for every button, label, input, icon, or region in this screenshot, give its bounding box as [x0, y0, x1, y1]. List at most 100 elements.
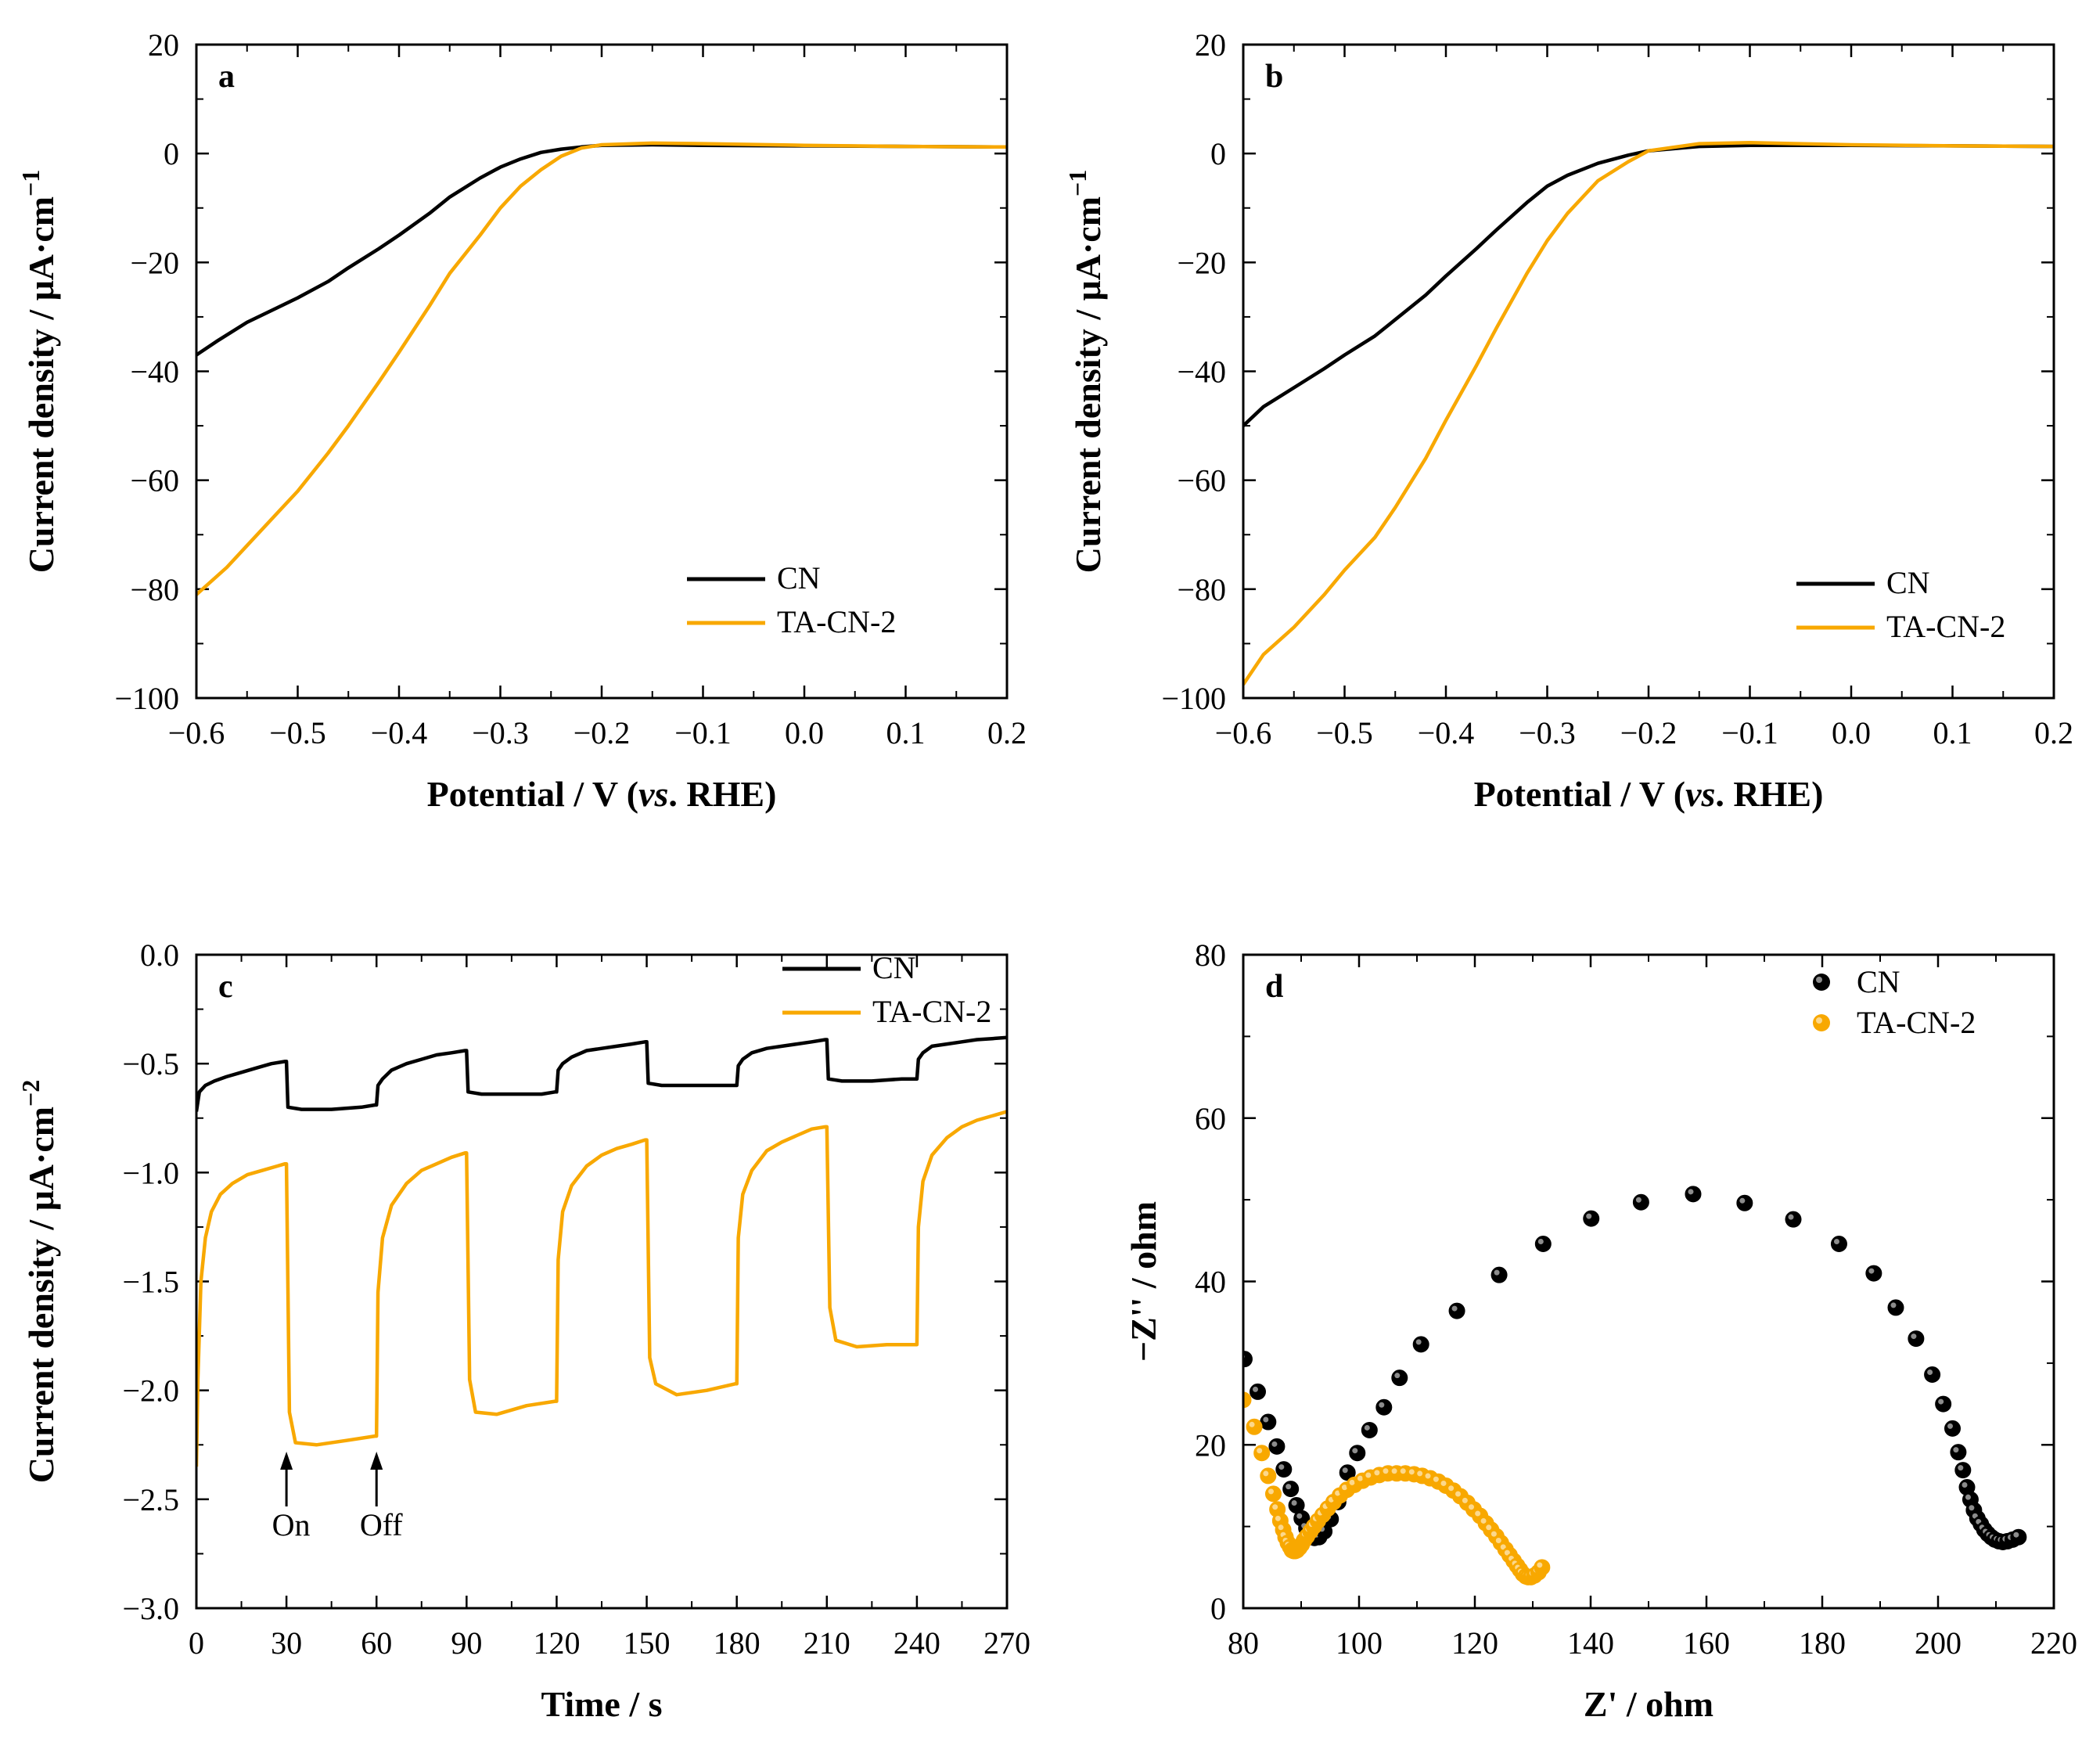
x-axis-title: Potential / V (vs. RHE): [1474, 774, 1824, 814]
data-point: [2010, 1528, 2027, 1546]
data-point: [1944, 1420, 1961, 1437]
y-tick-label: 0.0: [140, 938, 179, 973]
data-point-highlight: [1342, 1467, 1348, 1474]
x-tick-label: −0.2: [574, 715, 631, 750]
data-point-highlight: [1278, 1464, 1285, 1470]
x-tick-label: 0.1: [886, 715, 926, 750]
data-point: [1830, 1235, 1847, 1252]
data-point-highlight: [1408, 1469, 1415, 1475]
series-line-cn: [196, 142, 1007, 357]
legend-marker-highlight: [1816, 1017, 1822, 1024]
legend-item: TA-CN-2: [782, 994, 991, 1029]
data-point-highlight: [1462, 1497, 1468, 1503]
panel-d: 80 100 120 140 160 180 200 220 0 20 40 60 80 d Z' / oh…: [1124, 938, 2077, 1724]
y-axis-title: −Z'' / ohm: [1124, 1201, 1163, 1362]
data-point-highlight: [1969, 1505, 1975, 1511]
data-point-highlight: [1271, 1441, 1278, 1447]
series-line-ta-cn-2: [1243, 141, 2054, 686]
data-point-highlight: [1833, 1238, 1839, 1244]
x-tick-label: 100: [1336, 1625, 1383, 1661]
x-tick-label: −0.3: [1519, 715, 1576, 750]
x-tick-label: −0.2: [1620, 715, 1677, 750]
legend-label: TA-CN-2: [1886, 609, 2005, 644]
y-axis-title-main: Current density / μA·cm: [21, 1107, 61, 1483]
x-axis-title-main: Potential / V (: [1474, 774, 1685, 814]
data-point-highlight: [1440, 1480, 1447, 1486]
data-point-highlight: [1480, 1517, 1487, 1524]
y-tick-label: −1.5: [122, 1265, 179, 1300]
data-point-highlight: [1268, 1488, 1274, 1495]
data-point: [1246, 1418, 1263, 1435]
data-point: [1268, 1438, 1286, 1455]
x-tick-label: −0.1: [674, 715, 732, 750]
series-points-ta-cn-2: [1243, 1391, 1551, 1585]
data-point-highlight: [1417, 1470, 1423, 1477]
data-point: [1865, 1265, 1882, 1282]
data-point: [1243, 1391, 1252, 1409]
data-point-highlight: [1341, 1485, 1347, 1491]
y-tick-label: −100: [114, 681, 179, 716]
legend-label: CN: [872, 950, 916, 985]
data-point-highlight: [1272, 1504, 1278, 1510]
x-tick-label: −0.6: [168, 715, 225, 750]
legend-item: CN: [687, 560, 821, 596]
y-axis-title-superscript: −2: [16, 1080, 45, 1107]
x-tick-label: −0.4: [1418, 715, 1475, 750]
x-axis-title: Potential / V (vs. RHE): [427, 774, 777, 814]
data-point: [1908, 1330, 1925, 1348]
data-point: [1736, 1194, 1753, 1211]
y-axis-title-main: Current density / μA·cm: [1068, 196, 1108, 573]
data-point-highlight: [1537, 1238, 1544, 1244]
data-point-highlight: [2013, 1531, 2019, 1538]
x-tick-label: −0.3: [472, 715, 529, 750]
data-point-highlight: [1296, 1513, 1303, 1519]
data-point: [1253, 1445, 1271, 1462]
data-point: [1391, 1369, 1408, 1387]
x-tick-label: 270: [983, 1625, 1030, 1661]
x-tick-label: 150: [624, 1625, 671, 1661]
data-point-highlight: [1364, 1424, 1370, 1431]
data-point-highlight: [1275, 1515, 1281, 1521]
data-point-highlight: [1938, 1398, 1944, 1405]
data-point-highlight: [1537, 1562, 1543, 1568]
y-tick-label: −20: [1177, 245, 1226, 280]
y-tick-label: −100: [1161, 681, 1226, 716]
data-point-highlight: [1965, 1494, 1971, 1500]
y-axis-title-main: −Z'' / ohm: [1124, 1201, 1163, 1362]
x-tick-label: −0.5: [269, 715, 326, 750]
data-point: [1924, 1366, 1941, 1383]
data-point-highlight: [1586, 1213, 1592, 1219]
y-tick-label: −1.0: [122, 1155, 179, 1190]
x-tick-label: 30: [271, 1625, 302, 1661]
x-tick-label: 120: [533, 1625, 580, 1661]
y-tick-label: −60: [130, 463, 179, 498]
legend-marker: [1813, 1014, 1830, 1031]
y-tick-label: −2.0: [122, 1373, 179, 1409]
x-tick-label: 180: [714, 1625, 761, 1661]
data-point-highlight: [1383, 1468, 1389, 1474]
y-axis-title-superscript: −1: [16, 170, 45, 196]
annotation-off: Off: [360, 1452, 403, 1542]
x-axis-title-main: Potential / V (: [427, 774, 638, 814]
x-tick-label: −0.1: [1721, 715, 1778, 750]
annotation-label: Off: [360, 1507, 403, 1542]
data-point-highlight: [1958, 1465, 1964, 1471]
panel-label: d: [1265, 969, 1283, 1005]
legend-item: TA-CN-2: [1796, 609, 2005, 644]
x-tick-label: 0.2: [2034, 715, 2073, 750]
data-point: [1534, 1235, 1552, 1252]
data-point: [1887, 1299, 1904, 1316]
x-tick-label: −0.4: [371, 715, 428, 750]
y-tick-label: −0.5: [122, 1046, 179, 1082]
x-axis-title-italic: vs: [1685, 774, 1715, 814]
y-axis-title: Current density / μA·cm−1: [1063, 170, 1108, 574]
legend-item: CN: [1813, 964, 1900, 999]
data-point: [1282, 1481, 1300, 1498]
legend-label: CN: [777, 560, 821, 596]
legend-label: TA-CN-2: [872, 994, 991, 1029]
data-point-highlight: [1953, 1447, 1959, 1453]
y-tick-label: 0: [1210, 136, 1226, 171]
panel-label: c: [218, 969, 233, 1005]
y-tick-label: 40: [1195, 1265, 1226, 1300]
plot-frame: [1242, 953, 2055, 1610]
